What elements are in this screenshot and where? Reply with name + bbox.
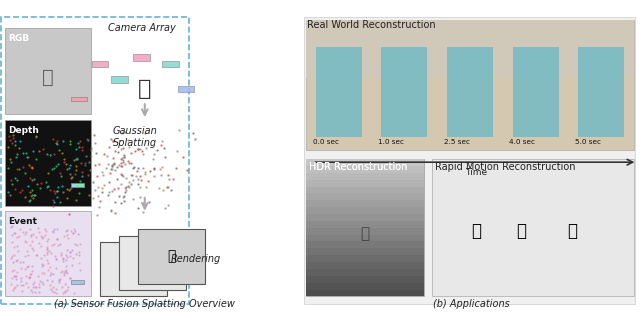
Bar bbox=[111, 76, 127, 83]
Text: Rapid Motion Reconstruction: Rapid Motion Reconstruction bbox=[435, 162, 575, 172]
Bar bbox=[306, 207, 424, 214]
Bar bbox=[72, 280, 84, 284]
Bar bbox=[306, 276, 424, 283]
Bar bbox=[133, 54, 150, 61]
Text: Gaussian
Splatting: Gaussian Splatting bbox=[113, 126, 157, 148]
Bar bbox=[306, 193, 424, 200]
Bar bbox=[568, 20, 634, 78]
Bar bbox=[431, 159, 634, 296]
Text: HDR Reconstruction: HDR Reconstruction bbox=[309, 162, 408, 172]
Bar bbox=[306, 200, 424, 207]
Text: Real World Reconstruction: Real World Reconstruction bbox=[307, 20, 436, 30]
Bar bbox=[306, 180, 424, 186]
Text: 0.0 sec: 0.0 sec bbox=[312, 139, 339, 145]
Bar bbox=[4, 120, 91, 206]
Bar bbox=[119, 236, 186, 290]
Bar bbox=[306, 186, 424, 193]
Bar bbox=[447, 47, 493, 137]
Text: 🐦: 🐦 bbox=[471, 222, 481, 240]
Bar bbox=[306, 214, 424, 221]
Bar bbox=[138, 229, 205, 284]
Bar bbox=[381, 47, 428, 137]
Bar bbox=[306, 228, 424, 235]
Text: 🐦: 🐦 bbox=[138, 79, 152, 99]
Bar bbox=[100, 242, 167, 296]
Bar bbox=[306, 159, 424, 296]
Text: 🐦: 🐦 bbox=[42, 68, 54, 87]
Text: 🗿: 🗿 bbox=[360, 226, 369, 242]
Bar bbox=[72, 97, 88, 101]
Text: (a) Sensor Fusion Splatting Overview: (a) Sensor Fusion Splatting Overview bbox=[54, 299, 236, 309]
Text: RGB: RGB bbox=[8, 34, 29, 43]
Text: (b) Applications: (b) Applications bbox=[433, 299, 509, 309]
Text: Camera Array: Camera Array bbox=[108, 23, 175, 33]
Bar bbox=[306, 221, 424, 228]
Text: Depth: Depth bbox=[8, 126, 38, 135]
Bar bbox=[178, 86, 195, 92]
Bar bbox=[579, 47, 624, 137]
Bar bbox=[316, 47, 362, 137]
Text: HDR Reconstruction: HDR Reconstruction bbox=[309, 162, 408, 172]
Bar bbox=[306, 173, 424, 180]
Bar bbox=[306, 248, 424, 255]
Bar bbox=[437, 20, 503, 78]
Text: 2.5 sec: 2.5 sec bbox=[444, 139, 470, 145]
Text: 1.0 sec: 1.0 sec bbox=[378, 139, 404, 145]
Bar bbox=[513, 47, 559, 137]
Text: 5.0 sec: 5.0 sec bbox=[575, 139, 601, 145]
Bar bbox=[306, 269, 424, 276]
Bar bbox=[503, 20, 568, 78]
Bar bbox=[304, 17, 636, 304]
Bar bbox=[306, 262, 424, 269]
Text: Event: Event bbox=[8, 217, 36, 226]
Bar bbox=[306, 20, 634, 150]
Text: 🐦: 🐦 bbox=[167, 249, 176, 263]
Bar bbox=[4, 211, 91, 296]
Bar bbox=[306, 159, 424, 166]
Text: Rendering: Rendering bbox=[171, 254, 221, 264]
Bar bbox=[306, 20, 372, 78]
Bar bbox=[306, 235, 424, 242]
Bar bbox=[306, 283, 424, 289]
Bar bbox=[372, 20, 437, 78]
Bar bbox=[162, 61, 179, 67]
Text: Time: Time bbox=[465, 169, 488, 177]
Bar bbox=[4, 28, 91, 114]
Bar bbox=[306, 242, 424, 248]
Bar bbox=[306, 289, 424, 296]
Text: 🐦: 🐦 bbox=[516, 222, 525, 240]
Text: 🐦: 🐦 bbox=[566, 222, 577, 240]
Text: 4.0 sec: 4.0 sec bbox=[509, 139, 536, 145]
Bar bbox=[306, 166, 424, 173]
Bar bbox=[306, 255, 424, 262]
Bar bbox=[92, 61, 108, 67]
Bar bbox=[72, 183, 84, 187]
